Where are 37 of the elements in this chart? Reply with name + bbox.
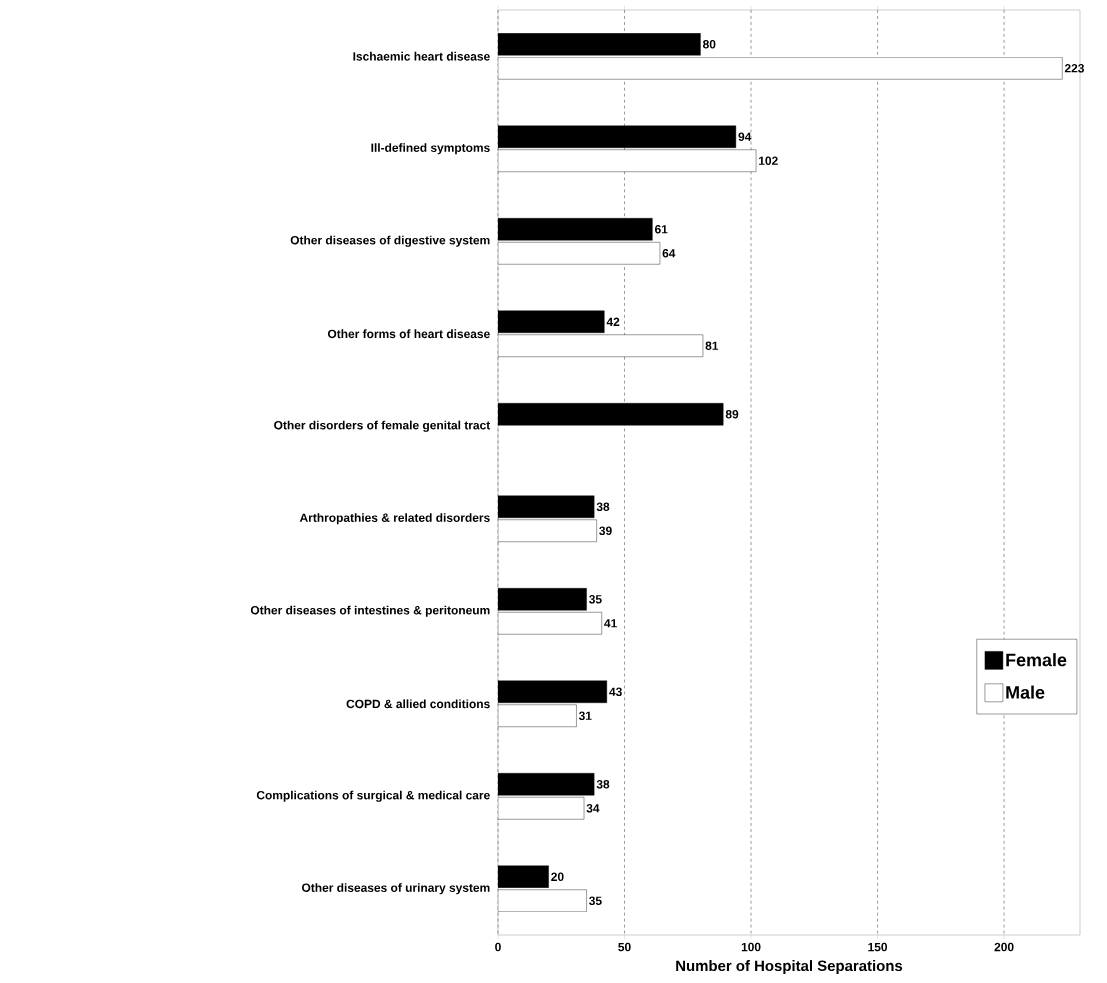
legend-label: Female <box>1006 653 1067 667</box>
legend-label: Male <box>1006 685 1045 699</box>
data-label: 35 <box>589 595 602 604</box>
y-tick-label: Arthropathies & related disorders <box>299 513 490 525</box>
data-label: 223 <box>1064 64 1084 73</box>
data-label: 81 <box>705 341 719 350</box>
y-tick-label: Ill-defined symptoms <box>371 143 490 155</box>
data-label: 31 <box>578 711 592 721</box>
y-tick-label: Other forms of heart disease <box>327 329 490 339</box>
data-label: 102 <box>759 156 778 165</box>
data-label: 20 <box>551 872 564 881</box>
y-tick-label: Ischaemic heart disease <box>353 51 490 61</box>
data-label: 38 <box>596 502 610 512</box>
x-axis-title: Number of Hospital Separations <box>676 960 903 975</box>
y-tick-label: Other diseases of urinary system <box>302 883 490 895</box>
data-label: 61 <box>654 225 668 234</box>
data-label: 80 <box>703 40 716 49</box>
data-label: 42 <box>606 317 620 326</box>
x-tick-label: 0 <box>495 942 501 952</box>
y-tick-label: Other diseases of digestive system <box>290 235 490 247</box>
data-label: 34 <box>586 804 600 813</box>
y-tick-label: Complications of surgical & medical care <box>256 790 490 802</box>
x-tick-label: 50 <box>618 942 631 952</box>
x-tick-label: 200 <box>994 942 1014 952</box>
data-label: 41 <box>604 619 617 628</box>
data-label: 64 <box>662 249 676 258</box>
x-tick-label: 100 <box>741 942 761 952</box>
y-tick-label: COPD & allied conditions <box>346 699 490 709</box>
y-tick-label: Other diseases of intestines & peritoneum <box>250 605 490 617</box>
data-label: 39 <box>599 526 612 536</box>
x-tick-label: 150 <box>868 942 888 952</box>
data-label: 94 <box>738 132 752 141</box>
data-label: 38 <box>596 780 610 789</box>
data-label: 89 <box>725 410 739 419</box>
data-label: 35 <box>589 896 602 906</box>
data-label: 43 <box>609 687 622 697</box>
y-tick-label: Other disorders of female genital tract <box>274 420 491 432</box>
